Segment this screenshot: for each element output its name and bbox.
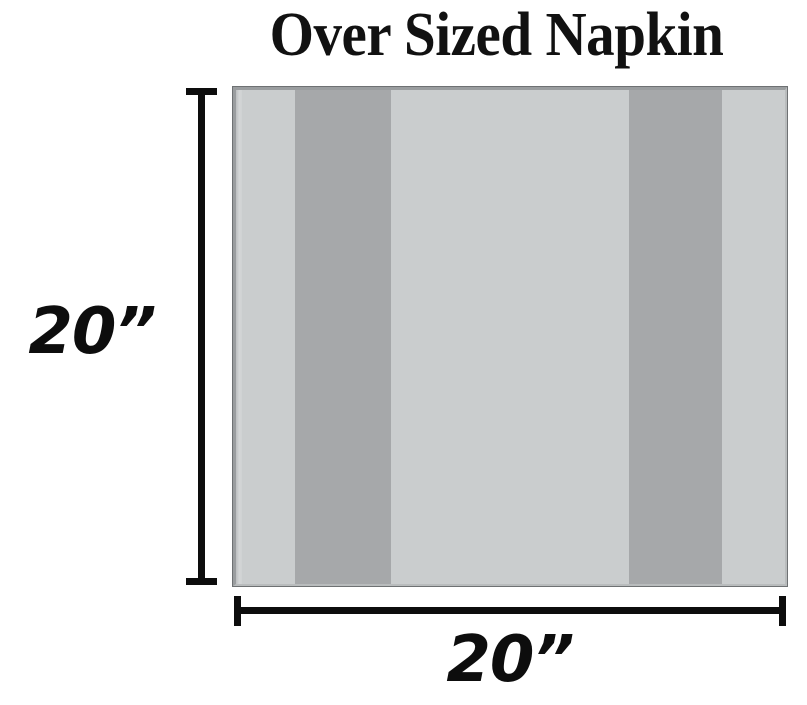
stripe-4-dark [628, 87, 723, 586]
stripe-2-dark [294, 87, 392, 586]
width-dimension-label: 20” [446, 623, 574, 697]
vertical-dimension-cap-bottom [186, 578, 217, 585]
height-dimension-label: 20” [28, 295, 156, 369]
horizontal-dimension-line [234, 607, 786, 614]
vertical-dimension-line [198, 88, 205, 585]
horizontal-dimension-cap-right [779, 596, 786, 626]
horizontal-dimension-cap-left [234, 596, 241, 626]
napkin-swatch [232, 86, 788, 587]
vertical-dimension-cap-top [186, 88, 217, 95]
stripe-5-light [722, 87, 787, 586]
stripe-3-light [391, 87, 629, 586]
stripe-1-light [233, 87, 295, 586]
page-title: Over Sized Napkin [269, 1, 724, 69]
